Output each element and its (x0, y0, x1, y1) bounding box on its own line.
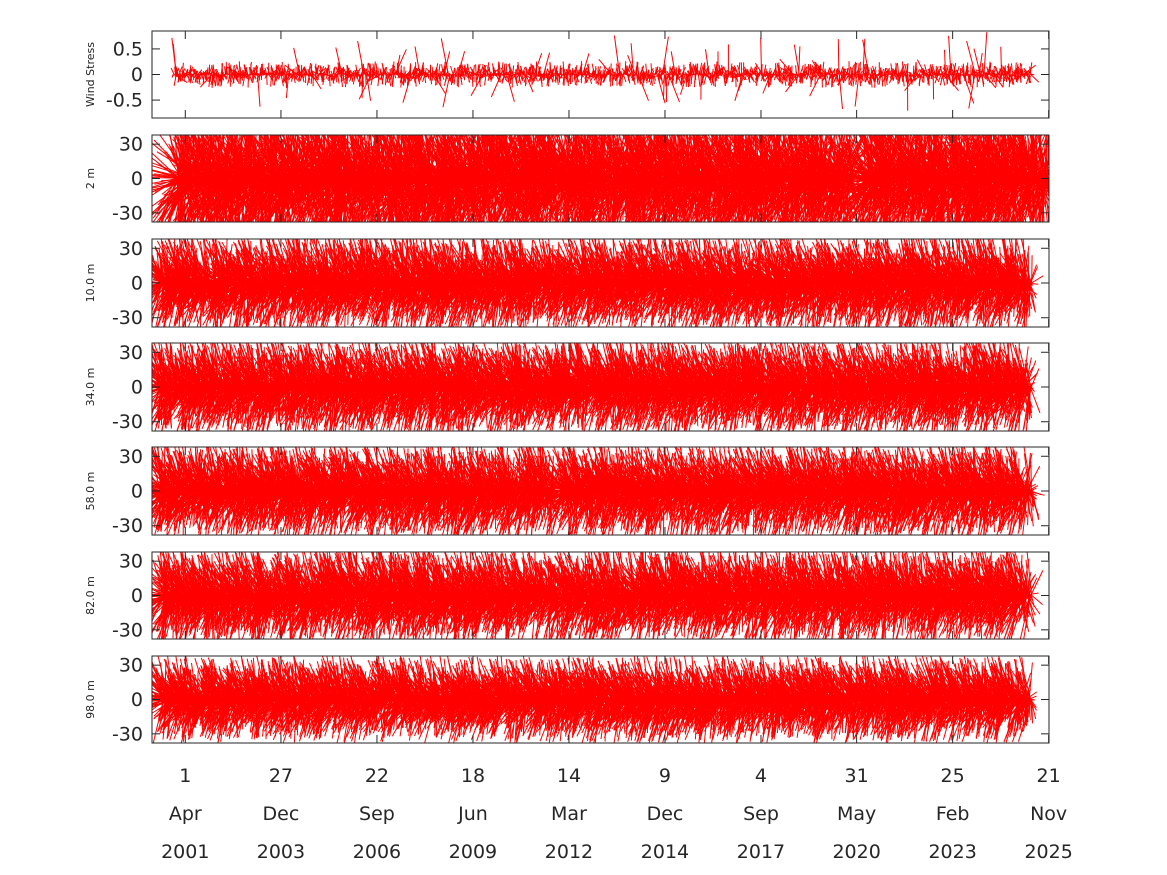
ytick-label-1-2: -30 (112, 202, 143, 224)
xtick-year-2: 2006 (353, 841, 401, 863)
xtick-month-5: Dec (647, 803, 684, 825)
vector-segment-4-1 (534, 447, 1045, 535)
ytick-label-1-0: 30 (119, 134, 143, 156)
xtick-day-7: 31 (845, 765, 869, 787)
quiver-panel-5: 30 0 -30 82.0 m (84, 551, 1050, 641)
ytick-label-3-2: -30 (112, 411, 143, 433)
xtick-day-2: 22 (365, 765, 389, 787)
vector-segment-5-1 (537, 552, 1044, 639)
xtick-year-8: 2023 (928, 841, 976, 863)
y-axis-label-1: 2 m (84, 168, 97, 189)
ytick-label-2-0: 30 (119, 238, 143, 260)
ytick-label-6-2: -30 (112, 723, 143, 745)
vector-segment-6-2 (693, 656, 1038, 743)
y-axis-label-5: 82.0 m (84, 576, 97, 615)
ytick-label-0-0: 0.5 (113, 38, 143, 60)
ytick-label-0-2: -0.5 (106, 90, 143, 112)
xtick-day-4: 14 (557, 765, 581, 787)
xtick-day-3: 18 (461, 765, 485, 787)
xtick-year-4: 2012 (545, 841, 593, 863)
vector-segment-6-1 (529, 656, 726, 743)
xtick-month-8: Feb (936, 803, 970, 825)
y-axis-label-4: 58.0 m (84, 472, 97, 511)
xtick-month-6: Sep (743, 803, 779, 825)
xtick-year-7: 2020 (832, 841, 880, 863)
quiver-panel-2: 30 0 -30 10.0 m (84, 238, 1050, 329)
vector-segment-3-1 (530, 343, 1041, 431)
xtick-day-5: 9 (659, 765, 671, 787)
y-axis-label-3: 34.0 m (84, 368, 97, 407)
vector-series-6 (152, 656, 1038, 743)
ytick-label-5-0: 30 (119, 551, 143, 573)
xtick-day-8: 25 (941, 765, 965, 787)
xtick-year-3: 2009 (449, 841, 497, 863)
xtick-month-9: Nov (1030, 803, 1067, 825)
y-axis-label-6: 98.0 m (84, 680, 97, 719)
xtick-month-2: Sep (359, 803, 395, 825)
vector-segment-3-0 (152, 343, 571, 431)
ytick-label-5-2: -30 (112, 619, 143, 641)
vector-series-2 (152, 239, 1044, 327)
quiver-panel-0: 0.5 0 -0.5 Wind Stress (84, 30, 1050, 119)
vector-segment-1-0 (152, 135, 881, 222)
ytick-label-4-0: 30 (119, 446, 143, 468)
ytick-label-1-1: 0 (131, 168, 143, 190)
vector-segment-2-1 (531, 239, 1044, 327)
xtick-month-7: May (837, 803, 876, 825)
ytick-label-6-1: 0 (131, 689, 143, 711)
ytick-label-4-2: -30 (112, 515, 143, 537)
xtick-year-9: 2025 (1024, 841, 1072, 863)
y-axis-label-0: Wind Stress (84, 42, 97, 107)
ytick-label-3-0: 30 (119, 342, 143, 364)
quiver-panel-3: 30 0 -30 34.0 m (84, 342, 1050, 433)
xtick-year-6: 2017 (737, 841, 785, 863)
vector-segment-4-0 (152, 447, 567, 535)
ytick-label-5-1: 0 (131, 585, 143, 607)
quiver-panel-1: 30 0 -30 2 m (84, 134, 1050, 224)
vector-series-5 (152, 552, 1044, 639)
ytick-label-6-0: 30 (119, 655, 143, 677)
vector-segment-6-0 (152, 656, 568, 743)
quiver-panel-4: 30 0 -30 58.0 m (84, 446, 1050, 537)
x-date-labels: 1 Apr 2001 27 Dec 2003 22 Sep 2006 18 Jun 2009 14 Mar… (161, 765, 1073, 863)
vector-series-0 (170, 32, 1040, 111)
xtick-year-0: 2001 (161, 841, 209, 863)
xtick-day-1: 27 (269, 765, 293, 787)
vector-series-4 (152, 447, 1045, 535)
vector-series-1 (152, 135, 1049, 222)
xtick-year-5: 2014 (641, 841, 689, 863)
xtick-month-1: Dec (263, 803, 300, 825)
quiver-panel-6: 30 0 -30 98.0 m (84, 655, 1050, 745)
xtick-day-9: 21 (1037, 765, 1061, 787)
vector-series-3 (152, 343, 1041, 431)
ytick-label-2-1: 0 (131, 273, 143, 295)
ytick-label-2-2: -30 (112, 307, 143, 329)
xtick-month-3: Jun (457, 803, 488, 825)
ytick-label-4-1: 0 (131, 481, 143, 503)
xtick-month-0: Apr (169, 803, 202, 825)
xtick-year-1: 2003 (257, 841, 305, 863)
vector-segment-5-0 (152, 552, 567, 639)
vector-segment-0-0 (170, 32, 1040, 111)
ytick-label-3-1: 0 (131, 377, 143, 399)
xtick-month-4: Mar (551, 803, 587, 825)
vector-segment-2-0 (152, 239, 568, 327)
xtick-day-0: 1 (179, 765, 191, 787)
y-axis-label-2: 10.0 m (84, 264, 97, 303)
xtick-day-6: 4 (755, 765, 767, 787)
ytick-label-0-1: 0 (131, 64, 143, 86)
